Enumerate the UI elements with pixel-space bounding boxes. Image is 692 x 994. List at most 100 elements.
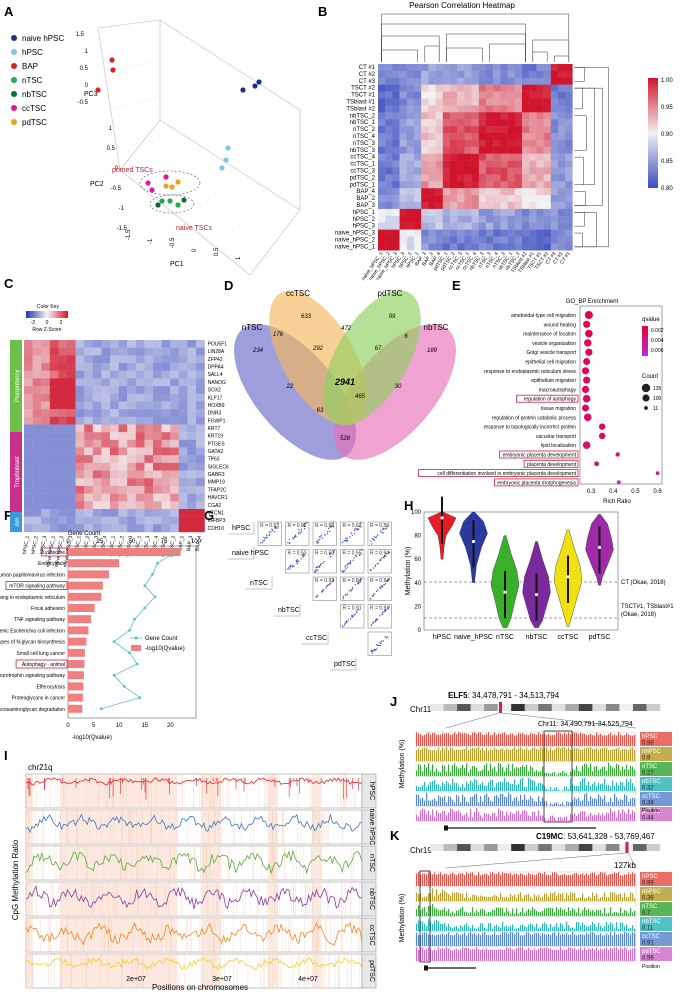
heatmap-cell	[450, 229, 458, 237]
heatmap-cell	[493, 98, 501, 106]
browser-bar	[606, 735, 608, 746]
browser-bar	[594, 911, 596, 916]
gene-heatmap-cell	[92, 439, 102, 448]
heatmap-cell	[399, 64, 407, 72]
track-shade	[311, 810, 322, 844]
heatmap-cell	[529, 236, 537, 244]
browser-bar	[526, 949, 528, 961]
scatter-point	[346, 566, 349, 568]
browser-bar	[478, 933, 480, 946]
track-x-ticks: 2e+07 3e+07 4e+07	[126, 976, 318, 983]
browser-bar	[424, 949, 426, 961]
browser-bar	[588, 926, 590, 931]
venn-label-cctsc: ccTSC	[286, 289, 310, 298]
heatmap-cell	[500, 181, 508, 189]
heatmap-cell	[529, 215, 537, 223]
gene-heatmap-cell	[135, 363, 145, 371]
browser-bar	[548, 874, 550, 886]
gene-heatmap-cell	[92, 508, 102, 517]
ideogram-band	[524, 844, 539, 851]
browser-bar	[624, 947, 626, 961]
gene-heatmap-cell	[41, 478, 50, 487]
browser-bar	[482, 933, 484, 946]
panel-label-b: B	[318, 4, 327, 19]
heatmap-cell	[457, 243, 465, 251]
heatmap-cell	[399, 236, 407, 244]
heatmap-cell	[522, 146, 530, 154]
browser-bar	[570, 875, 572, 886]
gene-heatmap-cell	[84, 485, 93, 494]
gene-heatmap-cell	[32, 393, 42, 402]
heatmap-cell	[522, 119, 530, 127]
browser-bar	[482, 923, 484, 931]
pc1-axis-label: PC1	[170, 261, 184, 268]
gene-heatmap-cell	[110, 462, 119, 471]
gene-heatmap-cell	[49, 516, 59, 525]
scatter-point	[322, 589, 325, 591]
browser-bar	[492, 734, 494, 746]
gene-label: NANOG	[208, 380, 226, 386]
heatmap-title: Pearson Correlation Heatmap	[409, 1, 515, 10]
kegg-gene-count-point	[112, 640, 116, 643]
heatmap-cell	[536, 222, 544, 230]
gene-heatmap-cell	[67, 501, 76, 510]
browser-bar	[634, 798, 636, 806]
browser-bar	[574, 732, 576, 746]
heatmap-cell	[536, 84, 544, 92]
heatmap-cell	[550, 77, 559, 85]
browser-bar	[502, 896, 504, 901]
kegg-gene-count-point	[112, 673, 116, 677]
browser-bar	[474, 912, 476, 916]
browser-bar	[580, 874, 582, 886]
go-term-highlight	[499, 450, 579, 459]
heatmap-cell	[565, 229, 573, 237]
browser-bar	[532, 924, 534, 931]
scatter-point	[344, 593, 347, 596]
browser-bar	[544, 747, 546, 761]
browser-bar	[596, 947, 598, 961]
browser-bar	[532, 767, 534, 776]
violin-xlabel-4: ccTSC	[558, 634, 579, 641]
gene-heatmap-cell	[75, 386, 85, 394]
heatmap-cell	[457, 139, 465, 147]
heatmap-row-label: ccTSC_1	[350, 162, 375, 168]
gene-label: SIGLEC6	[208, 464, 229, 470]
browser-bar	[586, 926, 588, 931]
browser-bar	[628, 769, 630, 776]
heatmap-cell	[536, 126, 544, 134]
scatter-point	[288, 567, 290, 569]
sample-label: hPSC_1	[22, 535, 31, 555]
scatter-point	[341, 541, 344, 544]
browser-bar	[532, 874, 534, 886]
heatmap-cell	[550, 188, 559, 196]
browser-bar	[610, 765, 612, 776]
browser-bar	[438, 910, 440, 916]
heatmap-cell	[378, 119, 386, 127]
gene-heatmap-cell	[178, 424, 188, 433]
browser-bar	[502, 767, 504, 776]
browser-bar	[590, 763, 592, 776]
browser-bar	[626, 911, 628, 916]
gene-heatmap-cell	[153, 501, 162, 510]
gene-heatmap-cell	[110, 340, 119, 348]
heatmap-cell	[522, 222, 530, 230]
browser-bar	[454, 782, 456, 791]
browser-bar	[456, 782, 458, 791]
gene-heatmap-cell	[110, 501, 119, 510]
gene-heatmap-cell	[170, 493, 179, 502]
gene-heatmap-cell	[110, 455, 119, 464]
browser-bar	[602, 735, 604, 746]
heatmap-cell	[428, 243, 436, 251]
gene-heatmap-cell	[32, 370, 42, 379]
heatmap-cell	[514, 202, 523, 210]
heatmap-cell	[500, 215, 508, 223]
browser-bar	[568, 732, 570, 746]
gene-heatmap-cell	[170, 401, 179, 410]
ideogram-zoom-left	[445, 712, 500, 729]
browser-bar	[422, 797, 424, 806]
browser-bar	[480, 770, 482, 776]
browser-bar	[430, 800, 432, 806]
heatmap-cell	[385, 167, 393, 175]
gene-label: SOX2	[208, 388, 222, 394]
